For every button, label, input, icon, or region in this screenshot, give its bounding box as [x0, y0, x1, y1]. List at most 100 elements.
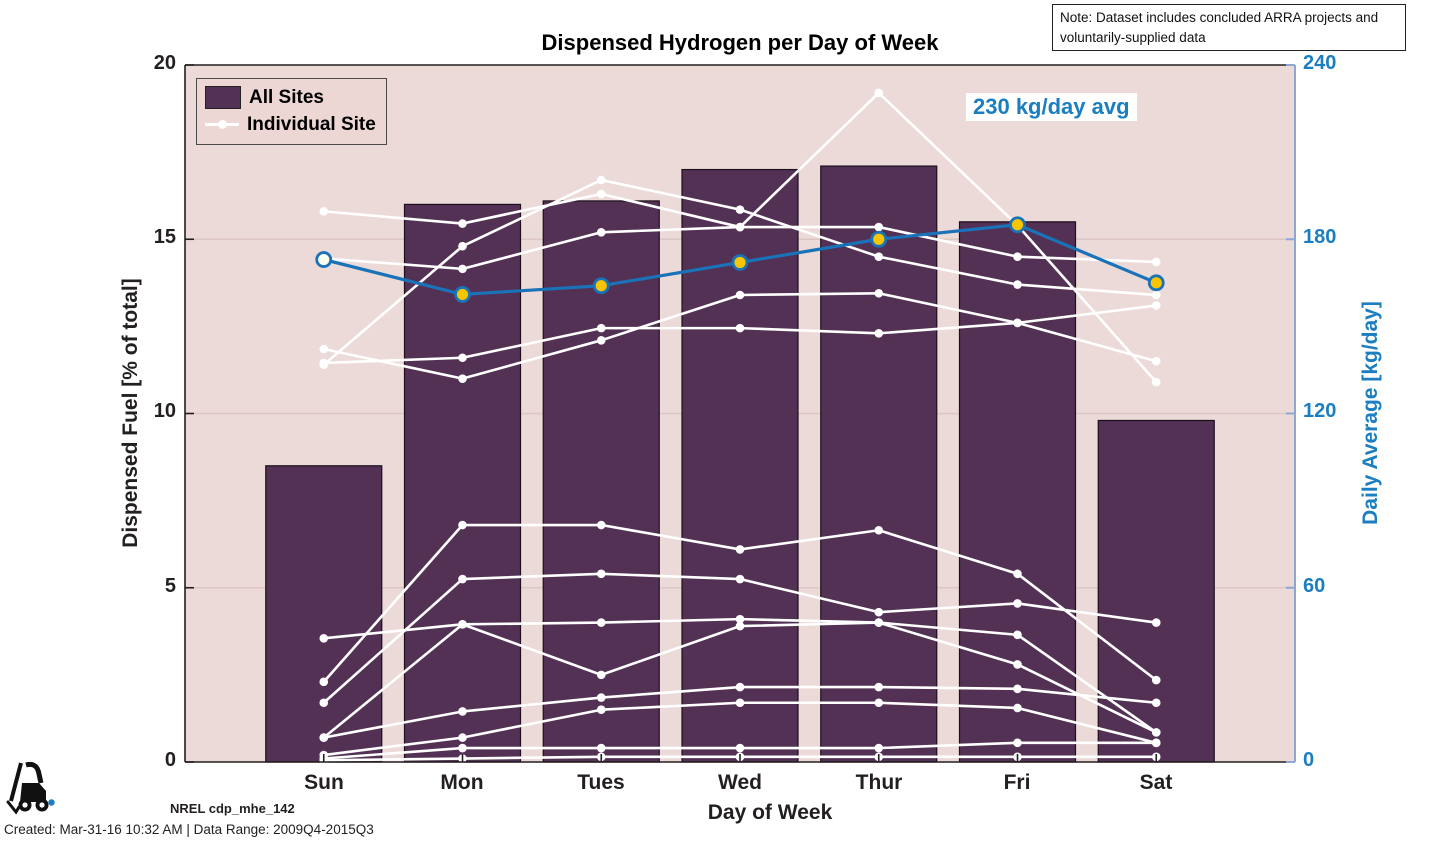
- avg-marker: [454, 286, 471, 303]
- left-tick-label: 5: [164, 575, 176, 597]
- day-tick-label: Sat: [1139, 771, 1173, 794]
- site-marker: [1151, 728, 1161, 737]
- individual-site-line-icon: [205, 114, 239, 135]
- site-marker: [874, 252, 884, 261]
- site-marker: [319, 358, 329, 368]
- site-marker: [319, 344, 329, 354]
- site-marker: [596, 670, 606, 680]
- site-marker: [319, 677, 329, 687]
- site-marker: [1151, 738, 1161, 748]
- site-marker: [1151, 675, 1161, 685]
- legend: All Sites Individual Site: [196, 78, 387, 145]
- forklift-logo-icon: [6, 761, 55, 815]
- site-marker: [458, 264, 467, 274]
- avg-annotation: 230 kg/day avg: [966, 93, 1137, 121]
- bar: [542, 200, 660, 763]
- site-marker: [596, 175, 606, 185]
- site-marker: [1151, 356, 1161, 366]
- left-tick-label: 15: [153, 226, 176, 248]
- site-marker: [874, 698, 884, 708]
- site-marker: [735, 682, 745, 692]
- site-marker: [458, 374, 467, 383]
- left-tick-label: 10: [153, 400, 176, 422]
- site-marker: [874, 682, 884, 692]
- site-marker: [1013, 599, 1022, 608]
- site-marker: [874, 743, 884, 753]
- right-axis-label: Daily Average [kg/day]: [1359, 301, 1382, 525]
- site-marker: [596, 189, 606, 199]
- legend-item-individual-site: Individual Site: [205, 111, 376, 138]
- day-tick-label: Wed: [718, 771, 762, 794]
- left-axis-label: Dispensed Fuel [% of total]: [119, 278, 142, 548]
- avg-marker: [870, 230, 888, 248]
- site-marker: [596, 520, 606, 530]
- right-tick-label: 120: [1303, 400, 1337, 422]
- created-footer: Created: Mar-31-16 10:32 AM | Data Range…: [4, 822, 374, 837]
- right-tick-label: 240: [1303, 52, 1337, 74]
- site-marker: [596, 569, 606, 579]
- site-marker: [1013, 569, 1022, 579]
- site-marker: [458, 241, 467, 251]
- site-marker: [735, 614, 745, 624]
- site-marker: [319, 633, 329, 643]
- bar: [958, 221, 1077, 763]
- site-marker: [735, 205, 745, 214]
- note-box: Note: Dataset includes concluded ARRA pr…: [1052, 4, 1406, 52]
- site-marker: [1151, 301, 1161, 310]
- site-marker: [735, 290, 745, 300]
- legend-label-individual-site: Individual Site: [247, 113, 376, 135]
- avg-marker: [592, 277, 610, 295]
- site-marker: [735, 222, 745, 232]
- avg-marker: [1147, 274, 1165, 292]
- day-tick-label: Mon: [440, 771, 484, 794]
- bar: [265, 465, 383, 763]
- site-marker: [735, 323, 745, 333]
- avg-marker: [315, 251, 333, 268]
- site-marker: [735, 574, 745, 584]
- site-marker: [319, 733, 329, 742]
- site-marker: [874, 607, 884, 617]
- day-tick-label: Sun: [304, 771, 344, 794]
- site-marker: [596, 323, 606, 333]
- site-marker: [1151, 618, 1161, 627]
- site-marker: [319, 698, 329, 708]
- day-tick-label: Tues: [577, 771, 625, 794]
- legend-label-all-sites: All Sites: [249, 86, 324, 108]
- all-sites-swatch-icon: [205, 86, 241, 109]
- right-tick-label: 0: [1303, 749, 1315, 771]
- left-tick-label: 0: [164, 749, 176, 771]
- site-marker: [874, 222, 884, 232]
- site-marker: [1013, 252, 1022, 261]
- chart-title: Dispensed Hydrogen per Day of Week: [541, 30, 939, 55]
- right-tick-label: 180: [1303, 226, 1337, 248]
- site-marker: [1013, 280, 1022, 289]
- site-marker: [1013, 660, 1022, 669]
- site-marker: [458, 733, 467, 742]
- day-tick-label: Thur: [855, 771, 903, 794]
- site-marker: [596, 705, 606, 715]
- legend-item-all-sites: All Sites: [205, 84, 376, 111]
- left-tick-label: 20: [153, 52, 176, 74]
- site-marker: [1151, 698, 1161, 708]
- site-marker: [319, 207, 329, 216]
- bar: [1097, 419, 1215, 763]
- site-marker: [458, 520, 467, 530]
- site-marker: [1013, 318, 1022, 328]
- site-marker: [1013, 684, 1022, 694]
- site-marker: [1151, 257, 1161, 267]
- avg-marker: [731, 254, 749, 271]
- right-tick-label: 60: [1303, 575, 1326, 597]
- site-marker: [458, 707, 467, 716]
- nrel-watermark: NREL cdp_mhe_142: [170, 801, 295, 816]
- site-marker: [874, 88, 884, 98]
- site-marker: [458, 620, 467, 629]
- site-marker: [735, 545, 745, 554]
- site-marker: [1013, 630, 1022, 640]
- site-marker: [1151, 290, 1161, 300]
- site-marker: [458, 353, 467, 363]
- site-marker: [874, 288, 884, 298]
- site-marker: [596, 693, 606, 702]
- site-marker: [596, 227, 606, 237]
